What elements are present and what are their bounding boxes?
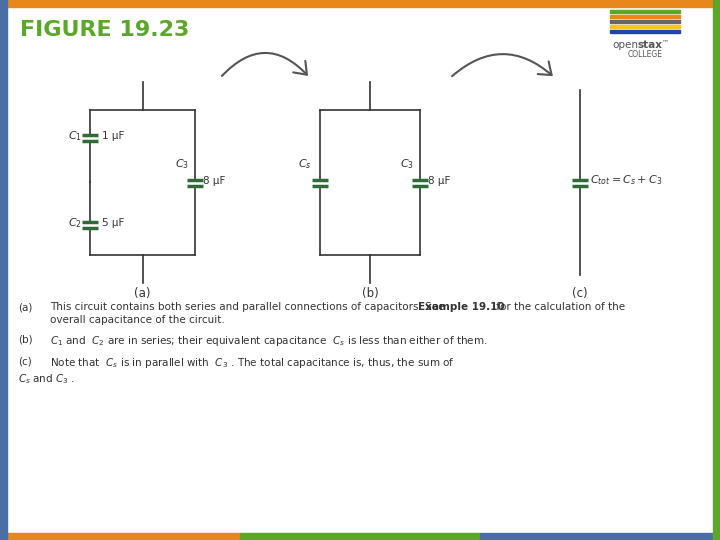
Bar — [0, 0, 7, 540]
Bar — [610, 24, 680, 28]
Text: (b): (b) — [18, 334, 32, 344]
Text: 1 μF: 1 μF — [102, 131, 125, 141]
Text: 8 μF: 8 μF — [428, 176, 451, 186]
Text: This circuit contains both series and parallel connections of capacitors. See: This circuit contains both series and pa… — [50, 302, 448, 312]
Text: COLLEGE: COLLEGE — [628, 50, 662, 59]
Text: $C_3$: $C_3$ — [175, 158, 189, 171]
Text: (a): (a) — [18, 302, 32, 312]
Text: (a): (a) — [134, 287, 150, 300]
Bar — [610, 15, 680, 18]
Text: $C_s$: $C_s$ — [298, 158, 312, 171]
Text: FIGURE 19.23: FIGURE 19.23 — [20, 20, 189, 40]
Bar — [610, 30, 680, 33]
Text: $C_3$: $C_3$ — [400, 158, 414, 171]
Text: for the calculation of the: for the calculation of the — [493, 302, 625, 312]
Text: $C_1$: $C_1$ — [68, 129, 82, 143]
Text: (c): (c) — [572, 287, 588, 300]
Text: Example 19.10: Example 19.10 — [418, 302, 505, 312]
Bar — [0, 0, 720, 7]
Text: ™: ™ — [662, 39, 669, 45]
Bar — [480, 533, 720, 540]
FancyArrowPatch shape — [222, 53, 307, 76]
Bar — [610, 10, 680, 13]
Text: $C_s$ and $C_3$ .: $C_s$ and $C_3$ . — [18, 372, 75, 386]
Text: 5 μF: 5 μF — [102, 218, 125, 228]
Text: overall capacitance of the circuit.: overall capacitance of the circuit. — [50, 315, 225, 325]
Text: Note that  $C_s$ is in parallel with  $C_3$ . The total capacitance is, thus, th: Note that $C_s$ is in parallel with $C_3… — [50, 356, 455, 370]
Bar — [610, 19, 680, 23]
Text: $C_1$ and  $C_2$ are in series; their equivalent capacitance  $C_s$ is less than: $C_1$ and $C_2$ are in series; their equ… — [50, 334, 487, 348]
Text: (b): (b) — [361, 287, 379, 300]
Bar — [713, 0, 720, 540]
Text: stax: stax — [637, 40, 662, 50]
Bar — [240, 533, 480, 540]
Text: (c): (c) — [18, 356, 32, 366]
Text: 8 μF: 8 μF — [203, 176, 225, 186]
Text: $C_{tot} = C_s + C_3$: $C_{tot} = C_s + C_3$ — [590, 173, 662, 187]
Bar — [0, 533, 240, 540]
Text: $C_2$: $C_2$ — [68, 216, 82, 230]
FancyArrowPatch shape — [452, 54, 552, 76]
Text: open: open — [612, 40, 638, 50]
